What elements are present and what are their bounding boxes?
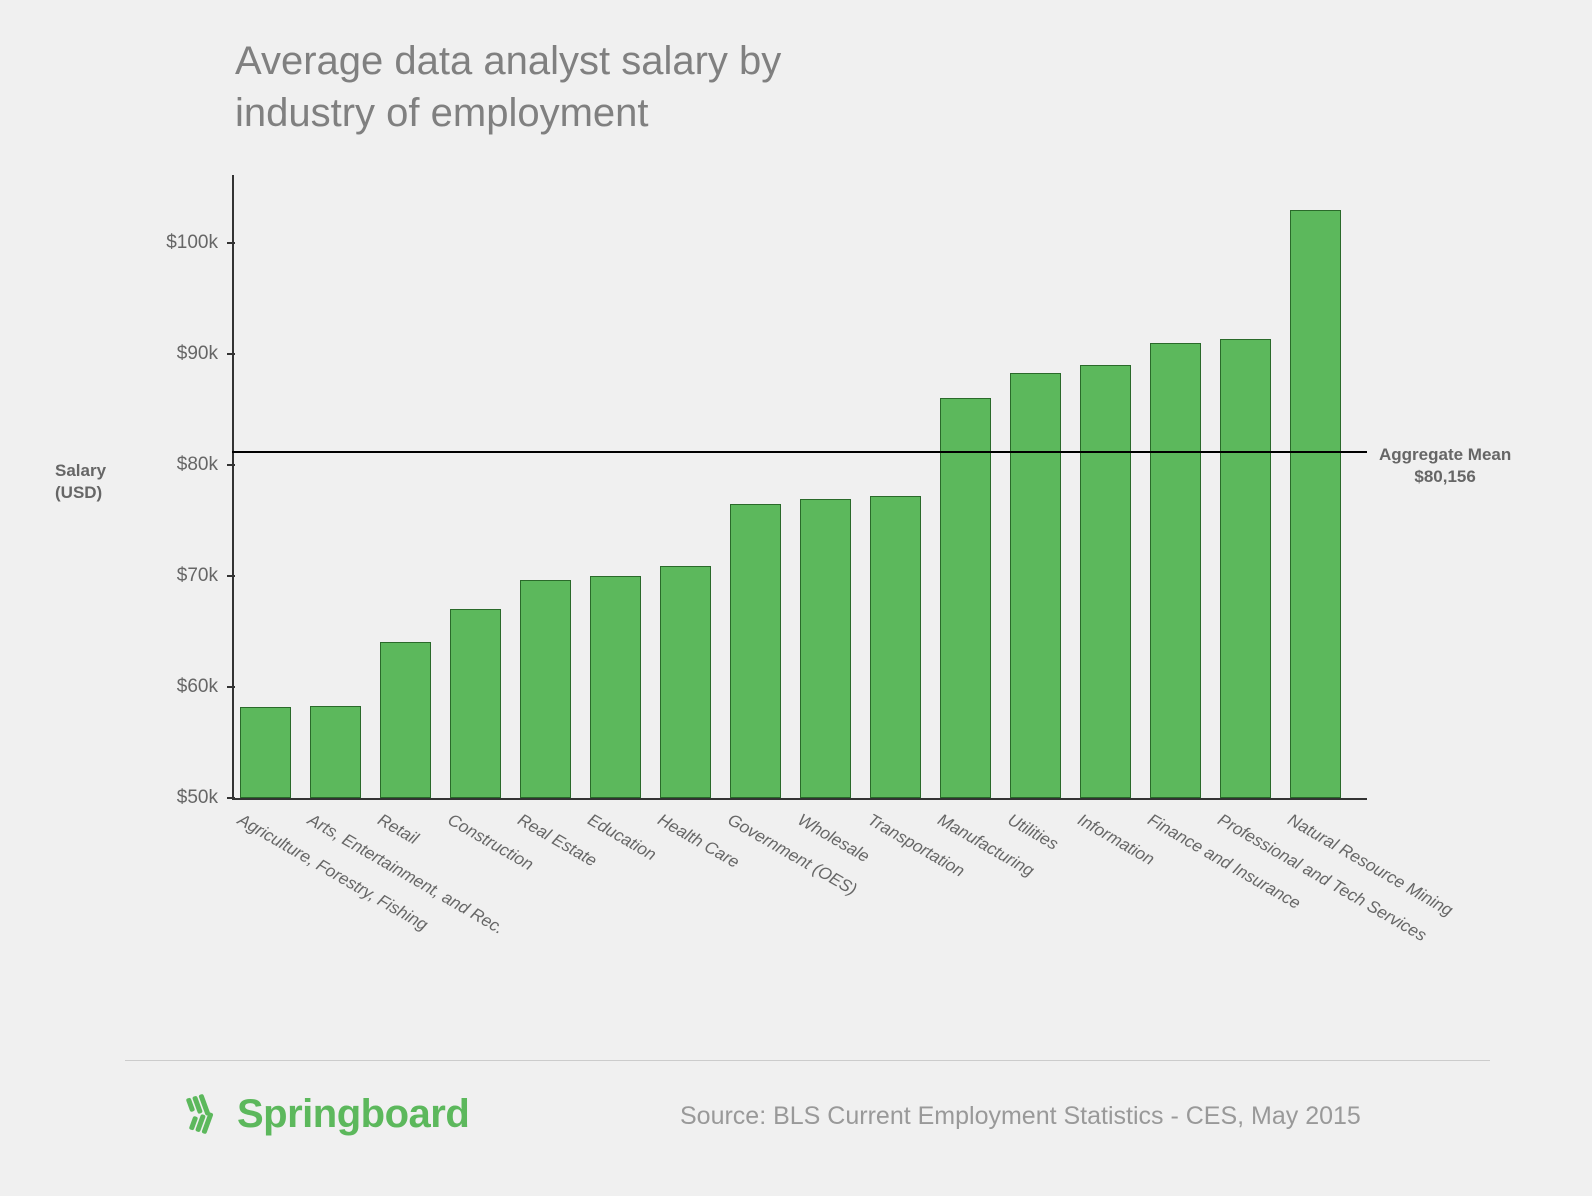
- bar: [1220, 339, 1271, 798]
- y-tick-label: $80k: [138, 454, 218, 476]
- bar-fill: [1080, 365, 1131, 798]
- source-citation: Source: BLS Current Employment Statistic…: [680, 1102, 1361, 1131]
- aggregate-mean-label: Aggregate Mean $80,156: [1379, 444, 1511, 488]
- mean-label-line-2: $80,156: [1414, 467, 1475, 486]
- x-axis-line: [232, 798, 1367, 800]
- bar-fill: [1220, 339, 1271, 798]
- y-tick-label: $70k: [138, 565, 218, 587]
- x-axis-label: Government (OES): [724, 810, 860, 900]
- bar: [1290, 210, 1341, 798]
- bar: [240, 707, 291, 798]
- bar: [940, 398, 991, 798]
- bar: [1080, 365, 1131, 798]
- bar-fill: [730, 504, 781, 798]
- bar: [590, 576, 641, 798]
- chart-title: Average data analyst salary by industry …: [235, 35, 781, 139]
- bar: [520, 580, 571, 798]
- bar-fill: [590, 576, 641, 798]
- bar: [1150, 343, 1201, 798]
- bar-fill: [380, 642, 431, 798]
- footer-divider: [125, 1060, 1490, 1061]
- footer: Springboard Source: BLS Current Employme…: [125, 1080, 1490, 1170]
- chart-container: Average data analyst salary by industry …: [0, 0, 1592, 1196]
- bar: [310, 706, 361, 798]
- bar-fill: [660, 566, 711, 798]
- bar-fill: [1010, 373, 1061, 798]
- title-line-1: Average data analyst salary by: [235, 39, 781, 83]
- bar-fill: [520, 580, 571, 798]
- springboard-logo-icon: [185, 1094, 227, 1136]
- bar-fill: [940, 398, 991, 798]
- bar-fill: [1290, 210, 1341, 798]
- y-tick-label: $50k: [138, 787, 218, 809]
- bar-fill: [310, 706, 361, 798]
- bar-plot-area: [232, 188, 1357, 798]
- bar: [450, 609, 501, 798]
- bar: [380, 642, 431, 798]
- title-line-2: industry of employment: [235, 91, 649, 135]
- y-axis-label-line-2: (USD): [55, 483, 102, 502]
- bar: [730, 504, 781, 798]
- springboard-logo-text: Springboard: [237, 1092, 469, 1137]
- mean-label-line-1: Aggregate Mean: [1379, 445, 1511, 464]
- aggregate-mean-line: [232, 451, 1367, 453]
- bar-fill: [240, 707, 291, 798]
- x-axis-label: Retail: [374, 810, 422, 849]
- bar: [660, 566, 711, 798]
- bar-fill: [870, 496, 921, 798]
- bar: [1010, 373, 1061, 798]
- y-tick-label: $100k: [138, 232, 218, 254]
- springboard-logo: Springboard: [185, 1092, 469, 1137]
- y-tick-label: $90k: [138, 343, 218, 365]
- y-axis-label-line-1: Salary: [55, 461, 106, 480]
- bar: [800, 499, 851, 798]
- y-axis-label: Salary (USD): [55, 460, 106, 504]
- bar-fill: [1150, 343, 1201, 798]
- x-axis-label: Information: [1074, 810, 1158, 870]
- bar: [870, 496, 921, 798]
- x-axis-label: Utilities: [1004, 810, 1061, 855]
- bar-fill: [450, 609, 501, 798]
- bar-fill: [800, 499, 851, 798]
- y-tick-label: $60k: [138, 676, 218, 698]
